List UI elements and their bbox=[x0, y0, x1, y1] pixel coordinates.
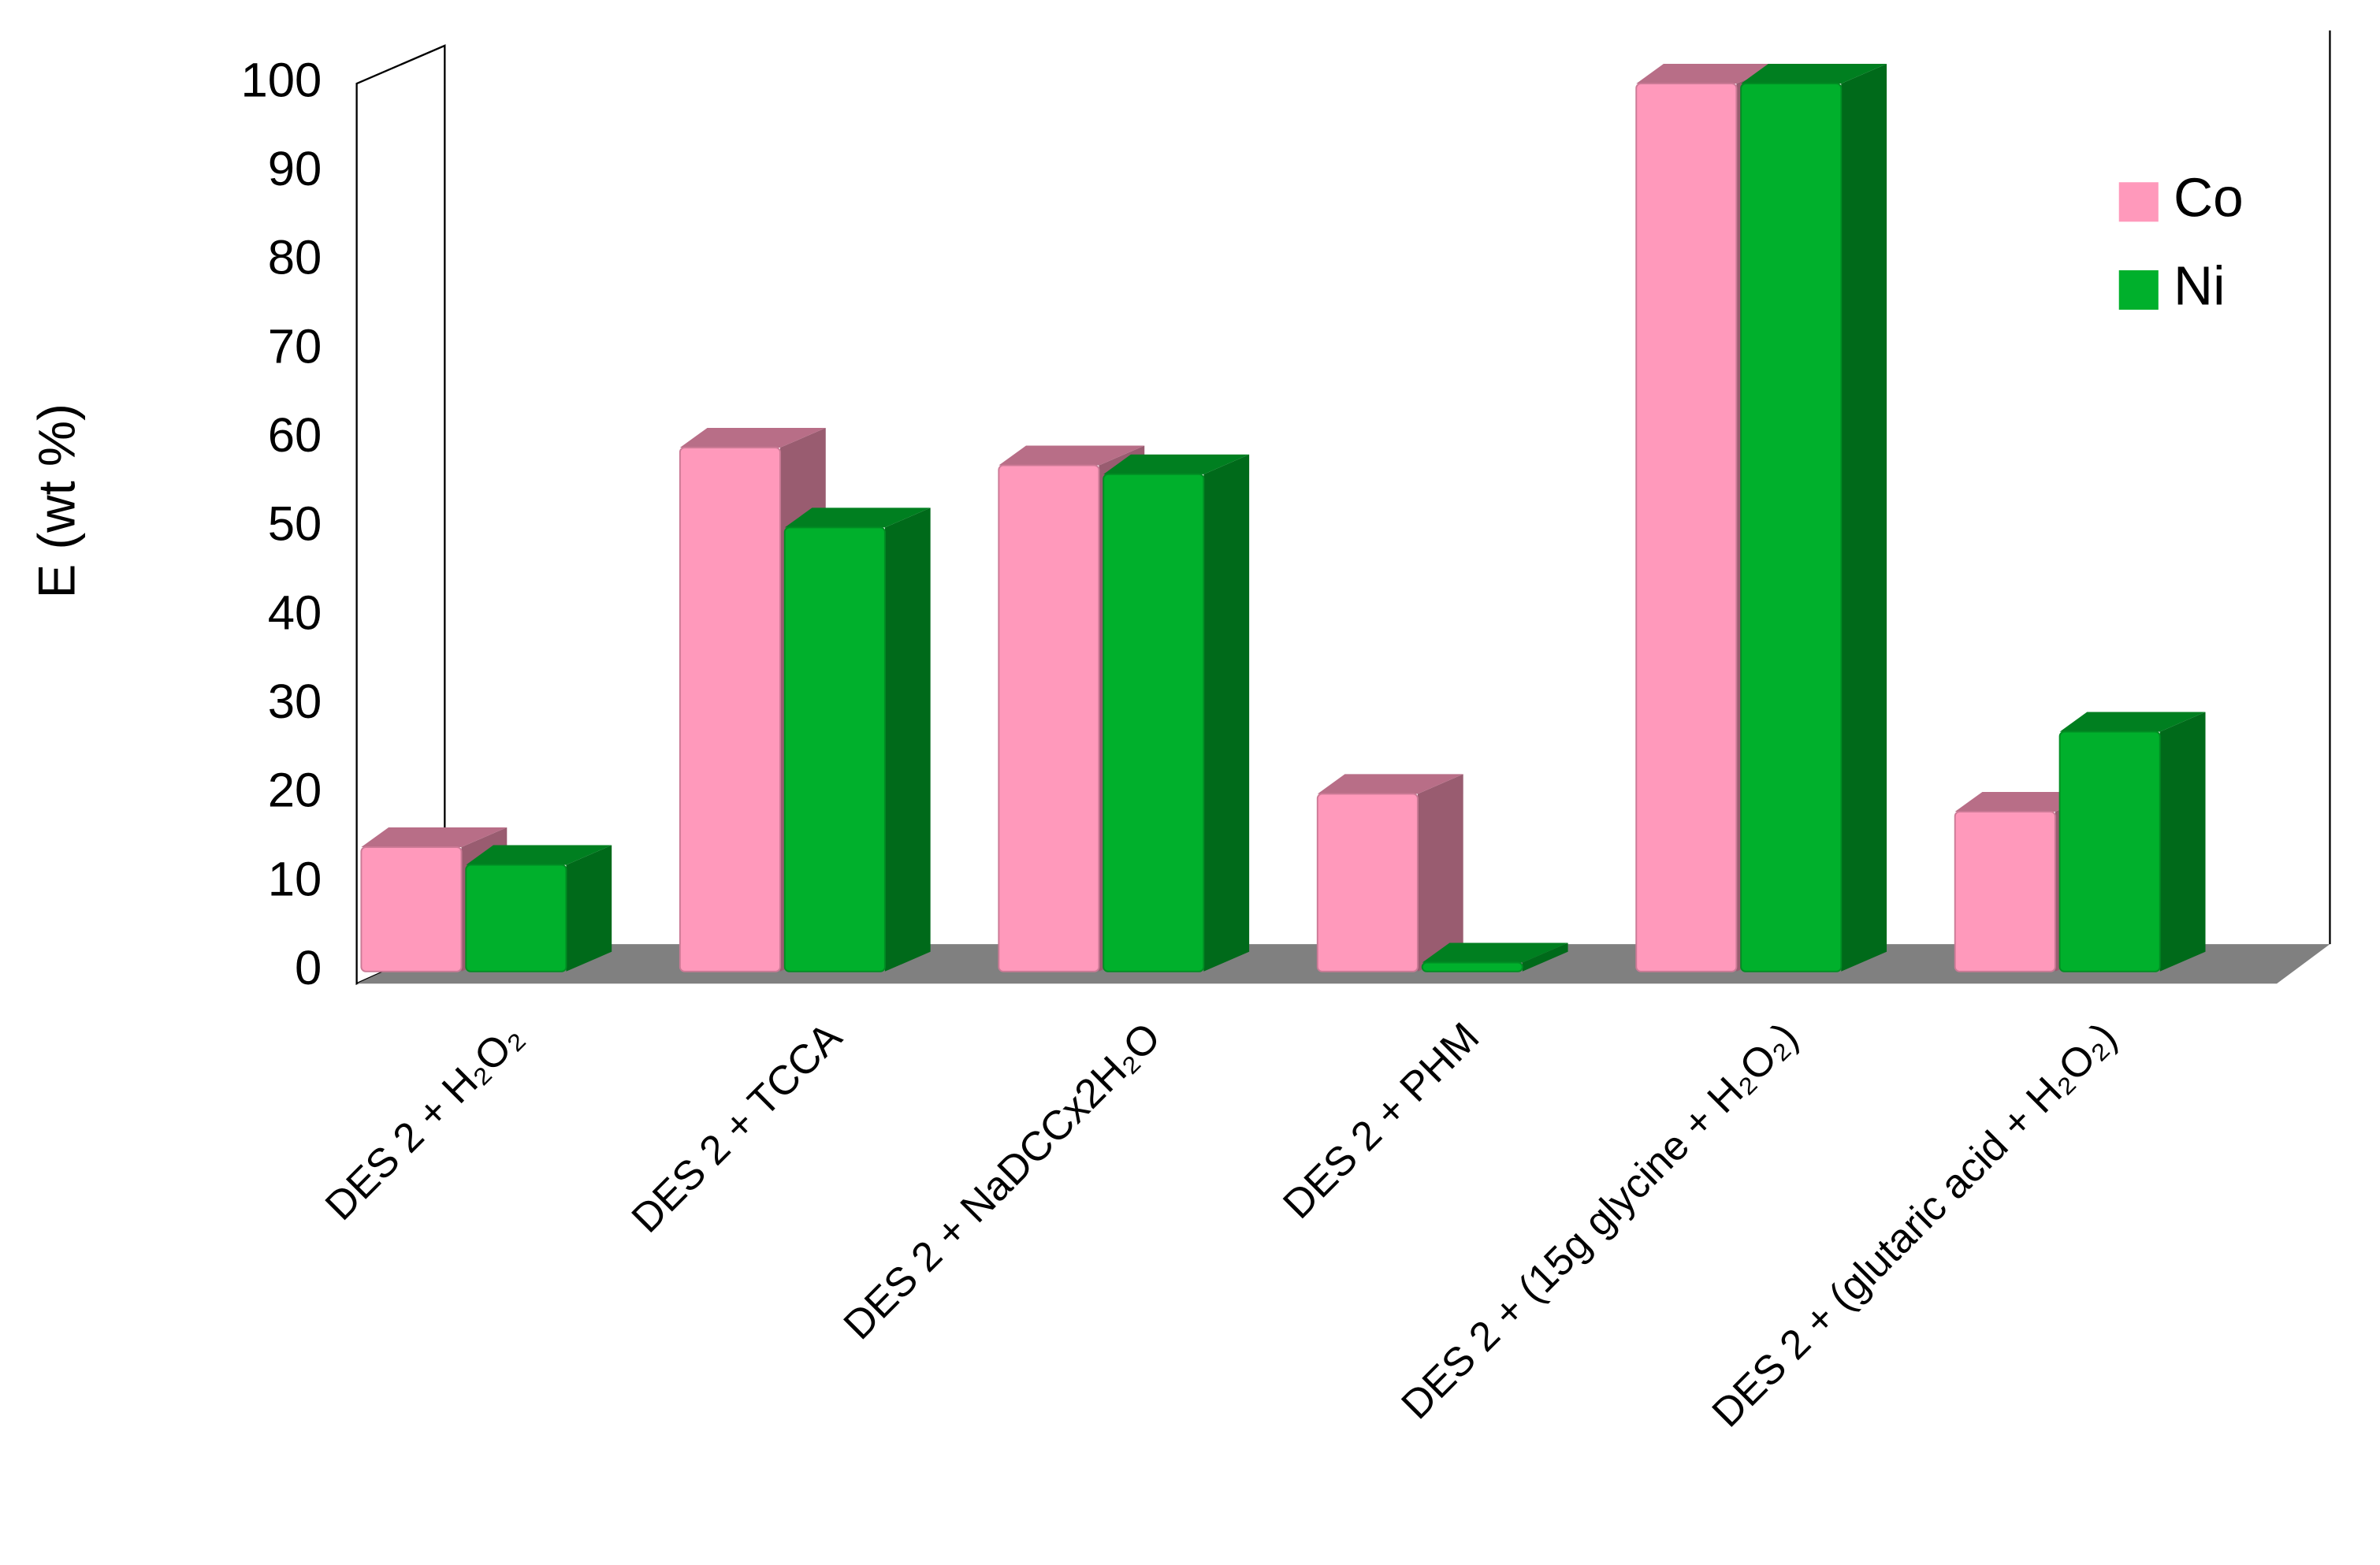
bar bbox=[998, 464, 1100, 972]
bar bbox=[1954, 811, 2056, 972]
bar-side bbox=[1417, 774, 1463, 972]
y-tick-label: 10 bbox=[268, 852, 322, 906]
bar-top bbox=[1741, 64, 1887, 84]
bar bbox=[360, 846, 463, 972]
y-tick-label: 90 bbox=[268, 142, 322, 196]
bar-top bbox=[998, 445, 1145, 466]
legend-swatch bbox=[2118, 270, 2159, 310]
y-tick-label: 30 bbox=[268, 675, 322, 729]
bar-top bbox=[1636, 64, 1783, 84]
bar bbox=[1635, 83, 1738, 972]
y-tick-label: 70 bbox=[268, 319, 322, 374]
bar-top bbox=[2059, 712, 2206, 732]
bar bbox=[1316, 793, 1419, 972]
bar-top bbox=[1422, 942, 1568, 963]
bar bbox=[1740, 83, 1843, 972]
bar bbox=[679, 447, 781, 972]
legend-label: Co bbox=[2174, 167, 2244, 229]
bar bbox=[1421, 961, 1523, 972]
y-tick-label: 80 bbox=[268, 231, 322, 285]
bar-top bbox=[361, 827, 508, 848]
bar-side bbox=[884, 507, 931, 972]
bar bbox=[2058, 730, 2161, 972]
x-tick-label: DES 2 + PHM bbox=[1274, 1014, 1488, 1228]
bar-top bbox=[466, 845, 612, 865]
y-tick-label: 100 bbox=[240, 53, 322, 107]
bar-top bbox=[679, 427, 826, 448]
y-axis-title: E (wt %) bbox=[28, 403, 85, 598]
bar-top bbox=[784, 507, 931, 528]
x-tick-label: DES 2 + NaDCCx2H₂O bbox=[835, 1014, 1170, 1348]
bar bbox=[783, 526, 886, 972]
legend-label: Ni bbox=[2174, 255, 2225, 316]
bar-side bbox=[1841, 64, 1887, 972]
bar bbox=[1103, 473, 1205, 972]
y-tick-label: 50 bbox=[268, 497, 322, 552]
y-tick-label: 20 bbox=[268, 764, 322, 818]
y-tick-label: 0 bbox=[295, 941, 322, 995]
bar bbox=[465, 864, 567, 972]
bar-side bbox=[566, 845, 612, 972]
bar-top bbox=[1317, 774, 1463, 794]
bar-side bbox=[1522, 942, 1568, 972]
bar-side bbox=[2159, 712, 2206, 972]
x-tick-label: DES 2 + TCCA bbox=[623, 1014, 851, 1242]
x-tick-label: DES 2 + H₂O₂ bbox=[317, 1014, 532, 1229]
y-tick-label: 60 bbox=[268, 408, 322, 463]
bar-side bbox=[1203, 454, 1250, 972]
bar-top bbox=[1103, 454, 1250, 474]
legend-swatch bbox=[2118, 182, 2159, 222]
y-tick-label: 40 bbox=[268, 585, 322, 640]
